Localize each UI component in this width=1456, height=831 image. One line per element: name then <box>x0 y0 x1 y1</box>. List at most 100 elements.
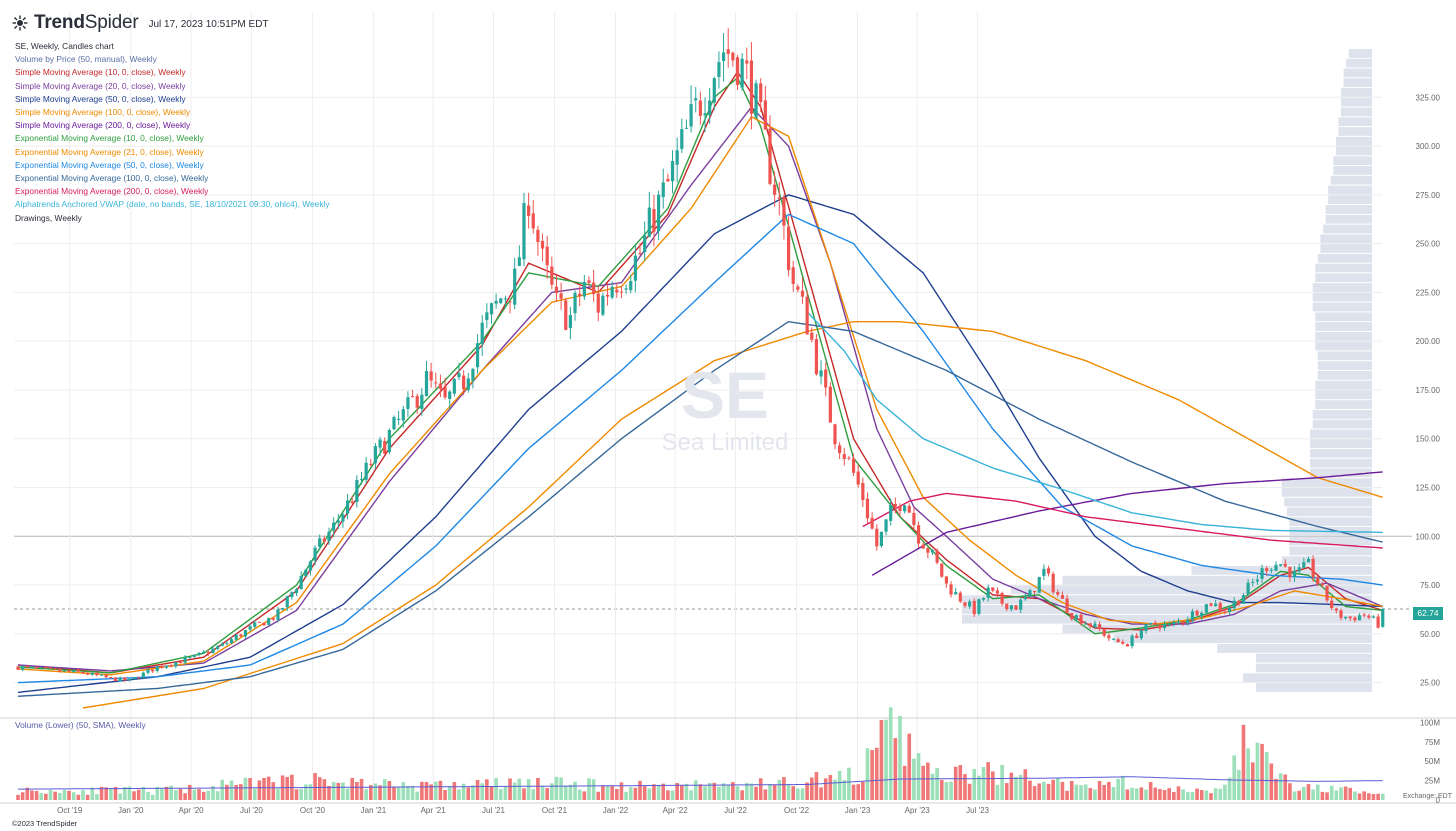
volume-bar <box>1274 778 1278 800</box>
volume-profile-bar <box>1338 127 1372 136</box>
candle-body <box>1107 635 1111 639</box>
volume-bar <box>67 790 71 800</box>
candle-body <box>1265 568 1269 572</box>
candle-body <box>1204 604 1208 613</box>
candle-body <box>1158 625 1162 629</box>
volume-bar <box>1162 790 1167 800</box>
candle-body <box>1292 570 1297 578</box>
volume-profile-bar <box>1315 400 1372 409</box>
volume-bar <box>531 789 536 800</box>
volume-bar <box>1329 785 1334 800</box>
candle-body <box>875 528 879 547</box>
volume-bar <box>935 768 939 800</box>
candle-body <box>438 383 443 389</box>
indicator-ema-200 <box>862 492 1383 549</box>
volume-bar <box>796 788 800 800</box>
volume-bar <box>1325 792 1329 800</box>
volume-bar <box>20 792 25 800</box>
candle-body <box>596 293 600 313</box>
volume-bar <box>30 790 34 800</box>
volume-bar <box>113 786 118 800</box>
volume-bar <box>34 790 39 800</box>
candle-body <box>944 576 948 584</box>
legend-item[interactable]: Exponential Moving Average (21, 0, close… <box>15 146 204 157</box>
candle-body <box>545 246 549 266</box>
volume-bar <box>1213 788 1218 800</box>
volume-profile-bar <box>1289 536 1372 546</box>
candle-body <box>39 667 43 669</box>
volume-bar <box>262 777 266 800</box>
candle-body <box>782 197 786 226</box>
legend-item[interactable]: Exponential Moving Average (10, 0, close… <box>15 133 204 144</box>
volume-bar <box>1158 789 1162 800</box>
candle-body <box>633 255 637 281</box>
volume-bar <box>554 776 559 800</box>
candle-body <box>935 550 939 563</box>
volume-profile-bar <box>1315 331 1372 341</box>
volume-profile-bar <box>1281 488 1372 497</box>
chart-grid <box>0 12 1456 804</box>
candle-body <box>1074 615 1078 619</box>
legend-item[interactable]: Simple Moving Average (100, 0, close), W… <box>15 107 191 118</box>
legend-item[interactable]: Simple Moving Average (20, 0, close), We… <box>15 80 186 91</box>
legend-item[interactable]: Exponential Moving Average (50, 0, close… <box>15 159 204 170</box>
candle-body <box>1130 635 1134 647</box>
volume-bar <box>573 781 577 800</box>
volume-bar <box>359 778 364 800</box>
volume-bar <box>615 788 619 800</box>
volume-profile-bar <box>1325 205 1372 214</box>
candle-body <box>981 598 986 600</box>
volume-bar <box>1009 772 1014 800</box>
candle-body <box>1005 603 1009 610</box>
legend-item[interactable]: Alphatrends Anchored VWAP (date, no band… <box>15 199 330 210</box>
legend-item[interactable]: Exponential Moving Average (100, 0, clos… <box>15 173 209 184</box>
volume-bar <box>62 789 67 800</box>
candle-body <box>355 479 359 502</box>
candle-body <box>540 240 545 249</box>
volume-bars <box>16 707 1385 800</box>
volume-bar <box>809 777 814 800</box>
volume-bar <box>494 778 498 800</box>
legend-item[interactable]: Simple Moving Average (10, 0, close), We… <box>15 67 186 78</box>
volume-bar <box>1088 788 1093 800</box>
volume-bar <box>865 748 870 800</box>
volume-bar <box>1107 781 1111 800</box>
candle-body <box>448 391 452 399</box>
volume-bar <box>243 777 248 800</box>
volume-bar <box>884 719 888 800</box>
legend-item[interactable]: Exponential Moving Average (200, 0, clos… <box>15 186 209 197</box>
legend-item[interactable]: Volume by Price (50, manual), Weekly <box>15 54 157 65</box>
volume-bar <box>109 788 113 800</box>
candle-body <box>1306 558 1311 563</box>
candle-body <box>192 654 196 657</box>
volume-bar <box>127 786 132 800</box>
volume-bar <box>215 791 220 800</box>
volume-bar <box>1093 789 1097 800</box>
volume-bar <box>1032 786 1037 800</box>
legend-item[interactable]: Simple Moving Average (200, 0, close), W… <box>15 120 191 131</box>
candle-body <box>647 207 651 237</box>
volume-bar <box>652 784 656 800</box>
legend-item[interactable]: Drawings, Weekly <box>15 212 82 223</box>
candle-body <box>155 666 159 671</box>
candle-body <box>1251 581 1255 583</box>
candle-body <box>1232 600 1236 609</box>
volume-bar <box>401 782 406 800</box>
volume-bar <box>1079 785 1083 800</box>
volume-profile-bar <box>1255 683 1372 692</box>
volume-bar <box>155 786 160 800</box>
candle-body <box>610 286 614 298</box>
volume-tick-label: 25M <box>1424 777 1440 786</box>
volume-bar <box>916 753 921 800</box>
legend-item[interactable]: Simple Moving Average (50, 0, close), We… <box>15 93 186 104</box>
candle-body <box>415 396 419 408</box>
volume-bar <box>949 781 953 800</box>
candle-body <box>202 651 206 653</box>
candle-body <box>1357 615 1362 621</box>
volume-profile-bar <box>1333 166 1372 175</box>
price-tick-label: 100.00 <box>1416 532 1441 541</box>
volume-tick-label: 0 <box>1436 796 1441 805</box>
candle-body <box>559 293 563 299</box>
volume-bar <box>1139 787 1144 800</box>
